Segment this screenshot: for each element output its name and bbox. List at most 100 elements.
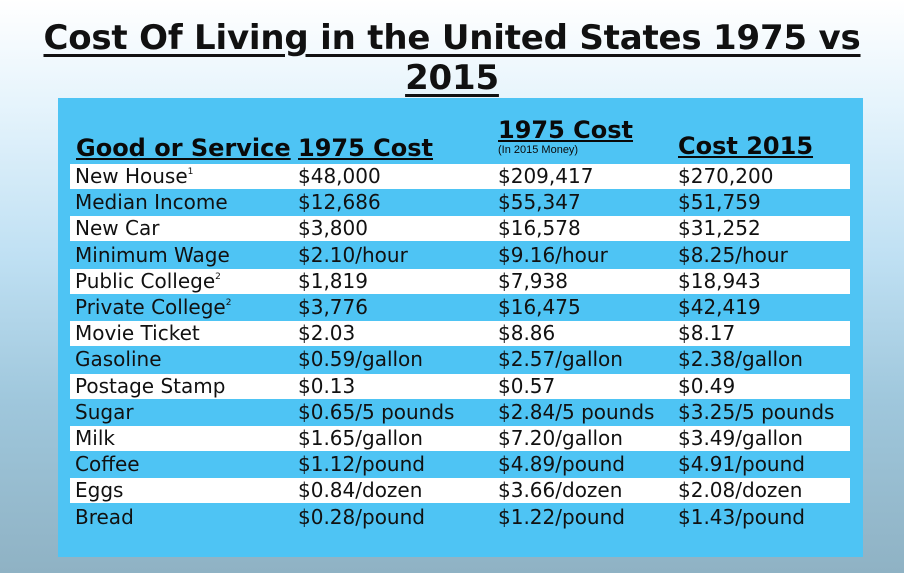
cell-cost-1975-adjusted: $9.16/hour — [498, 243, 608, 268]
cell-good-text: Eggs — [75, 478, 124, 503]
cell-cost-1975-adjusted: $16,578 — [498, 216, 581, 241]
cell-cost-2015-text: $0.49 — [678, 373, 736, 398]
cell-good: Public College2 — [75, 269, 221, 294]
cell-good: Bread — [75, 505, 134, 530]
cell-cost-1975-adjusted: $2.57/gallon — [498, 347, 623, 372]
cell-cost-2015-text: $1.43/pound — [678, 504, 805, 529]
cell-cost-2015-text: $270,200 — [678, 164, 774, 188]
cell-cost-1975-adjusted-text: $209,417 — [498, 164, 594, 188]
cell-good: Minimum Wage — [75, 243, 230, 268]
cell-cost-1975-text: $1.65/gallon — [298, 426, 423, 450]
cell-cost-2015: $2.38/gallon — [678, 347, 803, 372]
cell-cost-1975-adjusted-text: $16,578 — [498, 216, 581, 241]
cell-cost-1975: $2.03 — [298, 321, 355, 346]
cell-good: Postage Stamp — [75, 374, 225, 399]
cell-good: Private College2 — [75, 295, 231, 320]
header-cost-1975: 1975 Cost — [298, 134, 433, 162]
cell-cost-2015: $2.08/dozen — [678, 478, 802, 503]
cell-cost-2015: $31,252 — [678, 216, 761, 241]
cell-cost-1975-adjusted-text: $9.16/hour — [498, 242, 608, 267]
cell-cost-1975: $0.65/5 pounds — [298, 400, 454, 425]
cell-cost-1975-adjusted-text: $1.22/pound — [498, 504, 625, 529]
cell-good-text: New House — [75, 164, 188, 188]
cell-cost-1975-text: $1,819 — [298, 268, 368, 293]
cell-cost-1975: $1.12/pound — [298, 452, 425, 477]
cell-cost-2015-text: $31,252 — [678, 216, 761, 241]
page-title: Cost Of Living in the United States 1975… — [43, 18, 861, 98]
table-row: Sugar $0.65/5 pounds $2.84/5 pounds $3.25/5… — [70, 400, 850, 425]
cell-cost-1975-adjusted-text: $16,475 — [498, 295, 581, 319]
cell-good-text: Coffee — [75, 452, 140, 477]
cell-good-text: Private College — [75, 295, 226, 319]
cell-cost-2015: $4.91/pound — [678, 452, 805, 477]
cell-good-text: Minimum Wage — [75, 242, 230, 267]
cell-cost-1975-text: $0.13 — [298, 373, 356, 398]
cell-cost-1975-adjusted-text: $3.66/dozen — [498, 478, 623, 503]
cell-cost-2015-text: $8.25/hour — [678, 242, 788, 267]
cell-good-text: Bread — [75, 504, 134, 529]
cell-cost-1975-adjusted-text: $7.20/gallon — [498, 426, 623, 450]
header-cost-1975-adjusted: 1975 Cost (In 2015 Money) — [498, 116, 633, 156]
cell-cost-2015: $8.25/hour — [678, 243, 788, 268]
cell-cost-2015-text: $3.25/5 pounds — [678, 399, 835, 424]
cell-cost-1975: $3,776 — [298, 295, 368, 320]
cell-cost-2015-text: $18,943 — [678, 268, 761, 293]
cell-good: New Car — [75, 216, 159, 241]
table-row: New Car $3,800 $16,578 $31,252 — [70, 216, 850, 242]
table-row: Gasoline $0.59/gallon $2.57/gallon $2.38/ga… — [70, 347, 850, 372]
table-row: Bread $0.28/pound $1.22/pound $1.43/pound — [70, 505, 850, 530]
cell-cost-2015-text: $4.91/pound — [678, 452, 805, 477]
cell-good-text: Movie Ticket — [75, 321, 200, 346]
table-row: New House1 $48,000 $209,417 $270,200 — [70, 164, 850, 189]
table-row: Eggs $0.84/dozen $3.66/dozen $2.08/dozen — [70, 478, 850, 504]
header-cost-1975-adjusted-note: (In 2015 Money) — [498, 144, 579, 156]
cell-good-text: Sugar — [75, 399, 134, 424]
cell-cost-1975-text: $0.84/dozen — [298, 478, 423, 503]
table-row: Postage Stamp $0.13 $0.57 $0.49 — [70, 373, 850, 399]
cell-cost-2015-text: $51,759 — [678, 190, 761, 215]
cell-cost-2015: $3.49/gallon — [678, 426, 803, 451]
header-cost-2015: Cost 2015 — [678, 132, 813, 160]
cell-cost-1975-adjusted-text: $8.86 — [498, 321, 556, 346]
header-cost-1975-adjusted-label: 1975 Cost — [498, 116, 634, 144]
cell-cost-1975-adjusted: $7.20/gallon — [498, 426, 623, 451]
cell-cost-2015: $0.49 — [678, 374, 735, 399]
header-good: Good or Service — [76, 134, 291, 162]
header-good-label: Good or Service — [76, 134, 291, 162]
cell-good: Milk — [75, 426, 115, 451]
cell-cost-1975-text: $1.12/pound — [298, 452, 425, 477]
cell-cost-1975: $48,000 — [298, 164, 381, 189]
cell-good: Sugar — [75, 400, 134, 425]
cell-cost-1975-adjusted: $8.86 — [498, 321, 555, 346]
footnote-marker: 2 — [225, 298, 232, 308]
table-row: Movie Ticket $2.03 $8.86 $8.17 — [70, 321, 850, 347]
cell-good: New House1 — [75, 164, 193, 189]
cell-cost-1975-adjusted: $3.66/dozen — [498, 478, 622, 503]
cell-cost-1975-adjusted: $0.57 — [498, 374, 555, 399]
table-row: Median Income $12,686 $55,347 $51,759 — [70, 190, 850, 215]
cell-cost-1975: $0.28/pound — [298, 505, 425, 530]
cell-cost-2015: $51,759 — [678, 190, 761, 215]
cell-good: Movie Ticket — [75, 321, 200, 346]
cell-cost-1975: $0.13 — [298, 374, 355, 399]
cell-good-text: Gasoline — [75, 347, 162, 372]
cell-cost-1975-adjusted-text: $7,938 — [498, 268, 568, 293]
cell-cost-1975-adjusted-text: $2.84/5 pounds — [498, 399, 655, 424]
cell-good-text: Median Income — [75, 190, 228, 215]
cost-table: Good or Service 1975 Cost 1975 Cost (In … — [58, 98, 863, 557]
cell-cost-1975-adjusted: $7,938 — [498, 269, 568, 294]
cell-cost-1975-adjusted: $209,417 — [498, 164, 593, 189]
cell-cost-2015-text: $8.17 — [678, 321, 736, 346]
cell-cost-2015-text: $2.08/dozen — [678, 478, 803, 503]
cell-cost-1975-text: $3,800 — [298, 216, 368, 241]
cell-cost-2015: $1.43/pound — [678, 505, 805, 530]
cell-cost-2015-text: $2.38/gallon — [678, 347, 803, 372]
cell-good-text: New Car — [75, 216, 160, 241]
cell-cost-2015: $42,419 — [678, 295, 761, 320]
cell-cost-2015-text: $3.49/gallon — [678, 426, 803, 450]
cell-cost-1975: $1.65/gallon — [298, 426, 423, 451]
cell-cost-1975-text: $3,776 — [298, 295, 368, 319]
cell-good: Coffee — [75, 452, 140, 477]
cell-cost-1975-text: $2.10/hour — [298, 242, 408, 267]
cell-cost-2015: $3.25/5 pounds — [678, 400, 834, 425]
